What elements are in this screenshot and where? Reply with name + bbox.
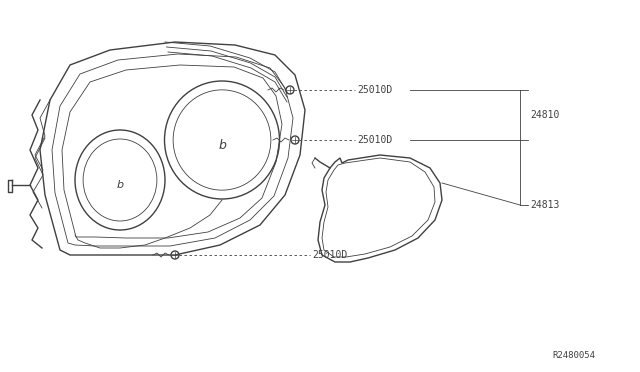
Text: b: b — [116, 180, 124, 190]
Text: 24810: 24810 — [530, 110, 559, 120]
Text: 25010D: 25010D — [357, 135, 392, 145]
Text: R2480054: R2480054 — [552, 350, 595, 359]
Text: b: b — [218, 138, 226, 151]
Text: 24813: 24813 — [530, 200, 559, 210]
Text: 25010D: 25010D — [357, 85, 392, 95]
Text: 25010D: 25010D — [312, 250, 348, 260]
